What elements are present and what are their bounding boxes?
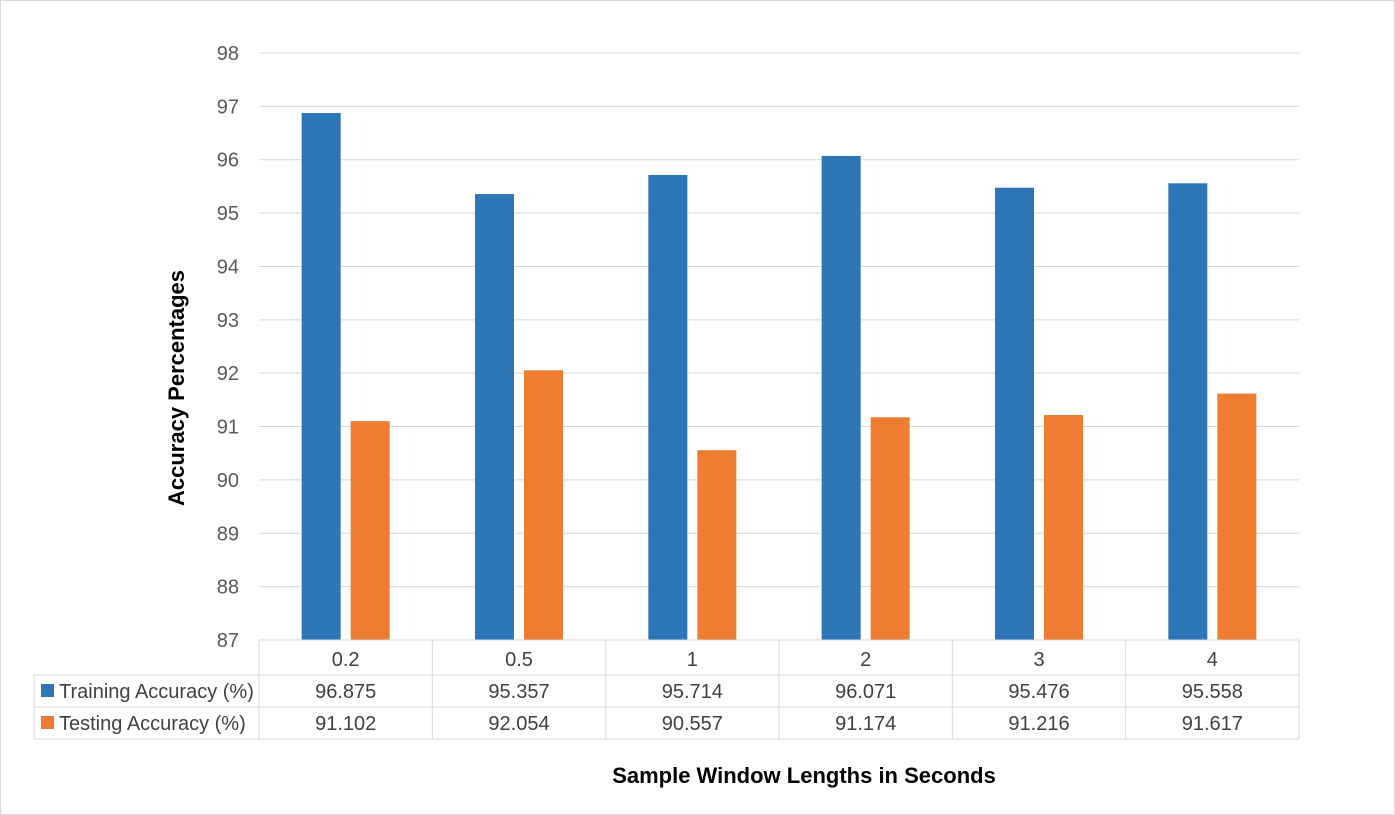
training-bar bbox=[995, 187, 1034, 640]
y-tick-label: 94 bbox=[217, 256, 239, 278]
y-tick-label: 87 bbox=[217, 630, 239, 652]
x-tick-label: 4 bbox=[1207, 649, 1218, 671]
data-label: 91.174 bbox=[835, 713, 896, 735]
data-label: 91.102 bbox=[315, 713, 376, 735]
y-tick-label: 92 bbox=[217, 363, 239, 385]
testing-bar bbox=[524, 370, 563, 640]
y-tick-label: 91 bbox=[217, 417, 239, 439]
y-tick-label: 98 bbox=[217, 43, 239, 65]
x-tick-label: 2 bbox=[860, 649, 871, 671]
y-tick-label: 95 bbox=[217, 203, 239, 225]
y-axis-title: Accuracy Percentages bbox=[164, 270, 189, 506]
data-label: 95.357 bbox=[488, 681, 549, 703]
y-tick-label: 89 bbox=[217, 523, 239, 545]
testing-bar bbox=[870, 417, 910, 640]
data-label: 96.875 bbox=[315, 681, 376, 703]
testing-bar bbox=[1044, 415, 1083, 640]
bars bbox=[301, 113, 1257, 641]
x-tick-label: 0.2 bbox=[332, 649, 360, 671]
data-label: 92.054 bbox=[488, 713, 549, 735]
training-bar bbox=[1168, 183, 1208, 640]
testing-bar bbox=[697, 450, 737, 640]
data-label: 96.071 bbox=[835, 681, 896, 703]
gridlines bbox=[259, 52, 1299, 641]
y-tick-label: 97 bbox=[217, 96, 239, 118]
data-table: 0.2 0.5 1 2 3 4 Training Accuracy (%) 96.875 95.… bbox=[33, 639, 1300, 740]
legend-label: Training Accuracy (%) bbox=[59, 681, 254, 703]
testing-bar bbox=[1217, 393, 1257, 640]
y-tick-label: 96 bbox=[217, 150, 239, 172]
data-label: 91.216 bbox=[1008, 713, 1069, 735]
y-tick-labels: 87 88 89 90 91 92 93 94 95 96 97 98 bbox=[217, 43, 239, 652]
y-tick-label: 93 bbox=[217, 310, 239, 332]
x-tick-label: 3 bbox=[1033, 649, 1044, 671]
data-label: 95.558 bbox=[1182, 681, 1243, 703]
testing-bar bbox=[350, 421, 390, 640]
y-tick-label: 88 bbox=[217, 577, 239, 599]
x-tick-label: 1 bbox=[687, 649, 698, 671]
x-axis-title: Sample Window Lengths in Seconds bbox=[612, 763, 996, 788]
training-bar bbox=[301, 113, 341, 641]
x-tick-label: 0.5 bbox=[505, 649, 533, 671]
data-label: 95.476 bbox=[1008, 681, 1069, 703]
training-bar bbox=[648, 174, 688, 641]
training-bar bbox=[475, 194, 514, 640]
data-label: 91.617 bbox=[1182, 713, 1243, 735]
data-label: 95.714 bbox=[662, 681, 723, 703]
data-label: 90.557 bbox=[662, 713, 723, 735]
training-bar bbox=[821, 155, 861, 640]
training-legend-swatch bbox=[41, 684, 54, 697]
y-tick-label: 90 bbox=[217, 470, 239, 492]
legend-label: Testing Accuracy (%) bbox=[59, 713, 246, 735]
testing-legend-swatch bbox=[41, 716, 54, 729]
